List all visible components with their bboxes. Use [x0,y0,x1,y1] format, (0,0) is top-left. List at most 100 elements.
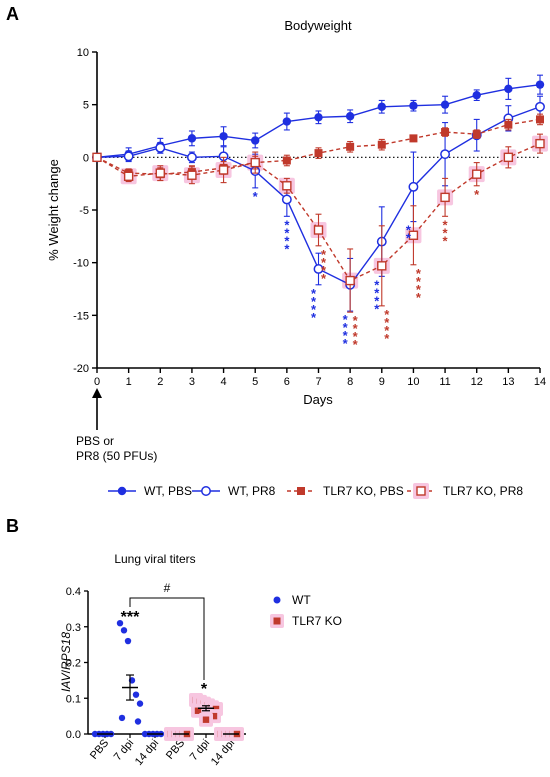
panel-a-series [92,74,548,313]
panel-b-ylabel: IAV/RPS18 [59,632,73,692]
panel-b-sig-wt: *** [121,609,140,626]
point-wt [120,627,128,634]
point-tlr7-ko [210,712,218,720]
panel-a-y-tick-label: 10 [77,47,89,59]
point-tlr7-ko-pr8 [535,138,545,149]
panel-a-x-tick-label: 3 [189,376,195,388]
significance-star: * [311,294,317,309]
point-wt [134,718,142,725]
panel-a-x-tick-label: 9 [379,376,385,388]
legend-marker-wt [273,596,281,604]
point-tlr7-ko-pr8 [250,157,260,168]
panel-a-significance: ************************* ************** [253,187,481,352]
point-tlr7-ko-pr8 [440,192,450,203]
panel-a-legend: WT, PBS WT, PR8 TLR7 KO, PBS TLR7 KO, PR8 [108,483,523,499]
point-wt-pbs [409,101,418,110]
panel-b-y-tick-label: 0.3 [66,622,81,634]
point-wt-pr8 [313,264,324,274]
panel-b-x-tick-label: PBS [88,737,111,762]
significance-star: * [443,233,449,248]
point-wt-pbs [472,90,481,100]
panel-a-y-tick-label: -10 [73,258,89,270]
panel-a-x-tick-label: 6 [284,376,290,388]
significance-star: * [384,331,390,346]
panel-a-x-tick-label: 4 [221,376,227,388]
legend-label-tlr7-ko-pbs: TLR7 KO, PBS [323,484,404,498]
panel-a-y-tick-label: 5 [83,100,89,112]
significance-star: * [443,225,449,240]
panel-a-y-tick-label: -15 [73,310,89,322]
panel-b-title: Lung viral titers [114,552,195,566]
point-wt-pbs [377,102,386,111]
panel-b-y-tick-label: 0.0 [66,729,81,741]
significance-star: * [343,336,349,351]
point-wt [116,619,124,627]
legend-label-tlr7-ko: TLR7 KO [292,614,342,628]
panel-b-points [91,619,244,741]
panel-b-letter: B [6,516,19,536]
point-tlr7-ko-pbs [504,120,513,129]
point-tlr7-ko-pbs [409,134,418,143]
point-tlr7-ko-pr8 [377,261,387,271]
inoculation-arrowhead [92,388,102,398]
panel-a-x-tick-label: 5 [252,376,258,388]
point-wt-pr8 [408,181,419,192]
panel-b-ylabel-sep: / [59,669,73,673]
point-tlr7-ko-pbs [314,149,323,158]
panel-b-y-tick-label: 0.1 [66,693,81,705]
point-wt-pr8 [440,149,451,160]
panel-b-ylabel-ref: RPS18 [59,632,73,670]
significance-star: * [374,285,380,300]
panel-a-x-tick-label: 13 [502,376,514,388]
panel-b-x-tick-label: 14 dpi [133,737,161,768]
point-tlr7-ko-pr8 [123,171,134,181]
legend-label-wt-pr8: WT, PR8 [228,484,276,498]
significance-star: * [416,282,422,297]
point-tlr7-ko-pbs [377,140,386,149]
significance-star: * [443,217,449,232]
point-wt-pr8 [123,151,134,162]
point-tlr7-ko [212,705,220,713]
panel-a-x-tick-label: 1 [126,376,132,388]
panel-a-x-tick-label: 2 [157,376,163,388]
panel-a-letter: A [6,4,19,24]
panel-a-x-tick-label: 12 [471,376,483,388]
point-wt-pbs [187,134,197,143]
panel-a-y-tick-label: 0 [83,152,89,164]
panel-a-x-tick-label: 10 [407,376,419,388]
significance-star: * [353,329,359,344]
significance-star: * [353,337,359,352]
legend-label-tlr7-ko-pr8: TLR7 KO, PR8 [443,484,523,498]
inoculation-label-line1: PBS or [76,434,114,448]
significance-star: * [416,274,422,289]
significance-star: * [416,266,422,281]
point-wt-pbs [314,113,323,122]
point-wt-pr8 [535,101,545,112]
point-tlr7-ko-pr8 [218,165,229,175]
significance-star: * [474,187,480,202]
significance-star: * [321,247,327,262]
legend-label-wt-pbs: WT, PBS [144,484,192,498]
panel-b-y-tick-label: 0.2 [66,658,81,670]
panel-b-x-tick-label: 14 dpi [209,737,237,768]
point-tlr7-ko-pr8 [503,152,514,163]
significance-star: * [284,241,290,256]
significance-star: * [311,310,317,325]
legend-marker-tlr7-ko-pbs [297,487,305,495]
panel-a-x-tick-label: 0 [94,376,100,388]
significance-star: * [343,312,349,327]
panel-a-xlabel: Days [303,392,333,407]
significance-star: * [284,225,290,240]
point-wt-pbs [535,80,545,89]
significance-star: * [253,189,259,204]
significance-star: * [384,323,390,338]
significance-star: * [374,293,380,308]
panel-a-x-tick-label: 14 [534,376,546,388]
legend-marker-wt-pr8 [201,486,211,496]
panel-b-y-tick-label: 0.4 [66,586,81,598]
panel-a-ylabel: % Weight change [46,159,61,261]
point-wt-pbs [440,100,450,109]
inoculation-label-line2: PR8 (50 PFUs) [76,449,157,463]
point-tlr7-ko-pbs [536,115,544,124]
